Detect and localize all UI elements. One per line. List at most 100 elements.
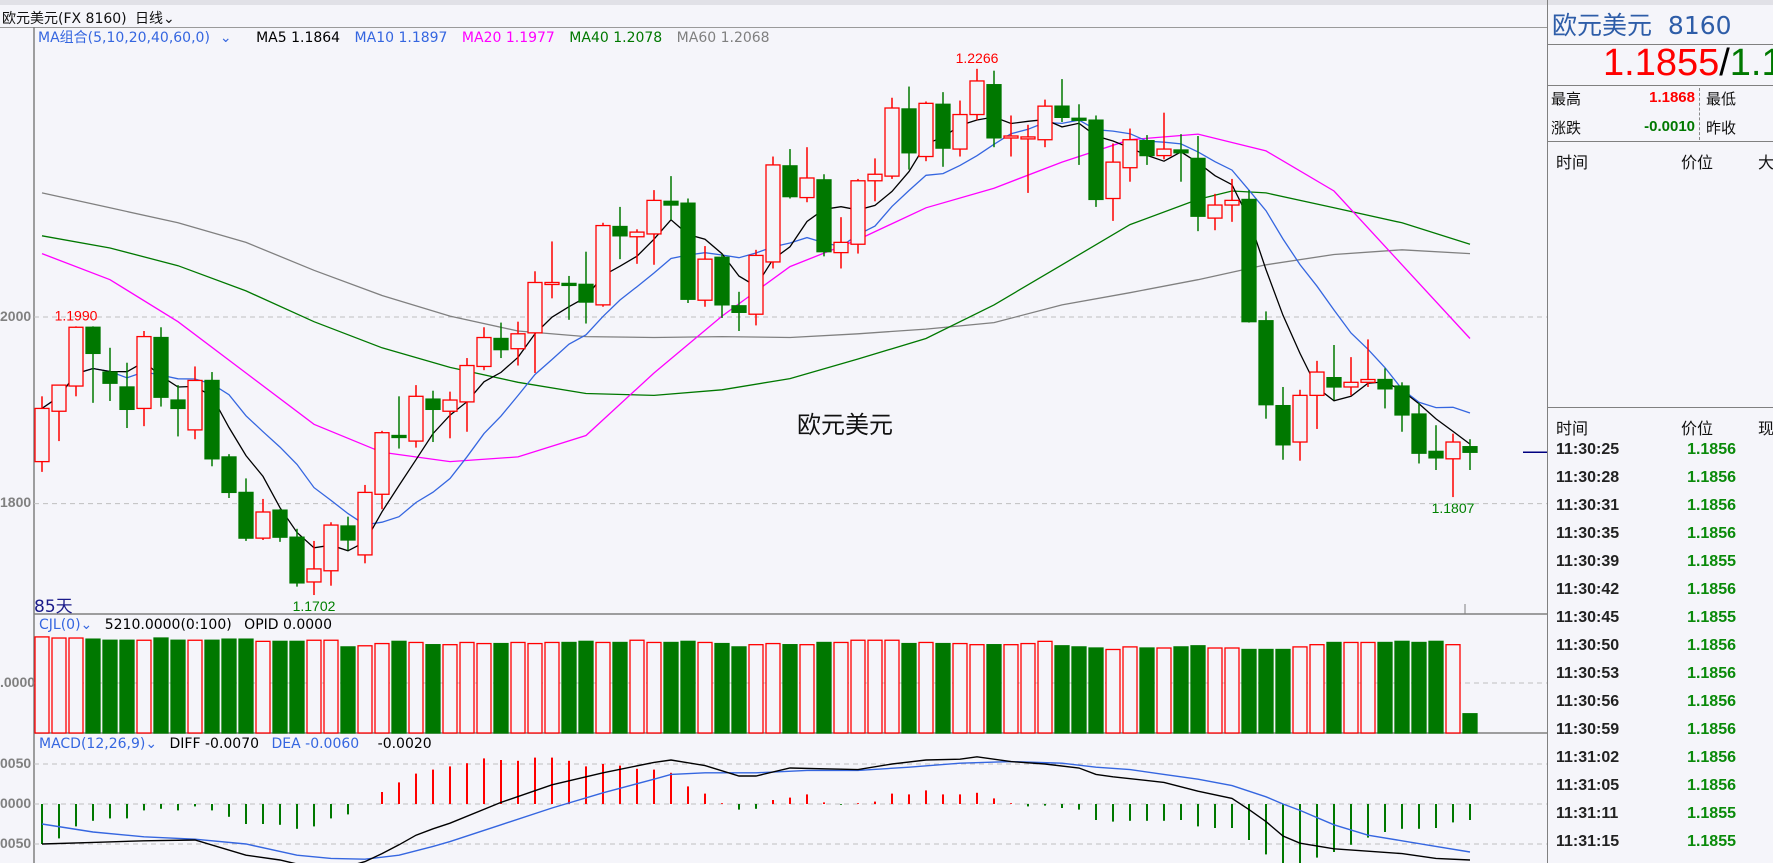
candle-body	[901, 108, 917, 154]
candle-down	[493, 322, 509, 359]
table1-header-large: 大	[1758, 153, 1773, 172]
candle-down	[1411, 402, 1427, 464]
candle-up	[1445, 433, 1461, 498]
candle-up	[1020, 124, 1036, 193]
volume-bar-up	[476, 642, 492, 734]
candle-body	[187, 379, 203, 431]
volume-bar-up	[748, 644, 764, 734]
tick-price: 1.1856	[1687, 721, 1736, 738]
candle-up	[833, 217, 849, 269]
candle-down	[816, 174, 832, 257]
candle-up	[187, 366, 203, 440]
candle-up	[68, 326, 84, 397]
candle-down	[1394, 382, 1410, 432]
volume-bar-down	[1054, 645, 1070, 734]
volume-bar-up	[697, 641, 713, 734]
candle-body	[1445, 441, 1461, 460]
volume-bar-up	[1343, 641, 1359, 734]
volume-bar-down	[1190, 645, 1206, 734]
candle-body	[1411, 413, 1427, 454]
high-price-label: 1.2266	[956, 50, 999, 66]
volume-bar-down	[1428, 640, 1444, 734]
volume-bar-down	[170, 639, 186, 734]
candle-up	[51, 384, 67, 442]
candle-up	[867, 158, 883, 202]
volume-bar-up	[969, 644, 985, 734]
candle-down	[561, 275, 577, 320]
volume-bar-down	[935, 642, 951, 734]
candle-body	[680, 202, 696, 300]
instrument-title: 欧元美元(FX 8160)	[2, 11, 127, 27]
volume-bar-down	[119, 639, 135, 734]
candle-down	[1088, 115, 1104, 207]
candle-body	[357, 491, 373, 556]
volume-bar-up	[918, 641, 934, 734]
volume-bar-up	[510, 641, 526, 734]
candle-body	[136, 335, 152, 410]
candle-body	[289, 536, 305, 584]
volume-bar-up	[1445, 644, 1461, 734]
candle-down	[170, 385, 186, 437]
divider	[1699, 88, 1700, 140]
macd-legend: MACD(12,26,9)⌄ DIFF -0.0070 DEA -0.0060 …	[39, 736, 432, 752]
top-strip	[0, 0, 1773, 5]
candle-up	[1105, 143, 1121, 221]
candle-down	[1377, 368, 1393, 409]
kline-chart[interactable]: 1.1990 1.2266 1.1702 1.1807	[0, 0, 1547, 863]
candle-up	[442, 391, 458, 439]
candle-up	[323, 522, 339, 586]
volume-bar-up	[1003, 644, 1019, 734]
ma-indicator-selector[interactable]: MA组合(5,10,20,40,60,0) ⌄	[38, 30, 242, 46]
period-selector[interactable]: 日线⌄	[135, 8, 175, 28]
candle-down	[612, 206, 628, 260]
candle-body	[170, 399, 186, 410]
volume-bar-down	[561, 641, 577, 734]
volume-bar-down	[1394, 640, 1410, 734]
macd-indicator-selector[interactable]: MACD(12,26,9)⌄	[39, 736, 157, 752]
volume-bar-down	[1071, 646, 1087, 734]
volume-bar-down	[1173, 646, 1189, 734]
tick-time: 11:30:31	[1556, 497, 1620, 514]
candle-body	[340, 525, 356, 541]
volume-value: 5210.0000(0:100)	[104, 617, 232, 633]
candle-body	[833, 241, 849, 254]
low-label: 最低	[1706, 90, 1737, 108]
candle-body	[1462, 446, 1478, 453]
volume-bar-down	[289, 640, 305, 734]
quote-price: 1.1855/1.18	[1603, 42, 1773, 85]
volume-indicator-selector[interactable]: CJL(0)⌄	[39, 617, 92, 633]
candles-layer	[34, 68, 1478, 596]
volume-bar-up	[357, 645, 373, 734]
candle-body	[544, 281, 560, 286]
candle-body	[255, 511, 271, 539]
quote-code: 8160	[1667, 11, 1732, 40]
tick-time: 11:31:05	[1556, 777, 1620, 794]
volume-bar-up	[850, 639, 866, 734]
candle-body	[102, 371, 118, 384]
volume-bar-up	[1156, 647, 1172, 734]
candle-body	[867, 173, 883, 182]
volume-bar-up	[1122, 646, 1138, 734]
ma60-value: MA60 1.2068	[676, 30, 770, 46]
tick-price: 1.1856	[1687, 777, 1736, 794]
candle-body	[1343, 381, 1359, 388]
candle-down	[1428, 425, 1444, 471]
candle-down	[986, 70, 1002, 148]
candle-up	[1122, 128, 1138, 182]
period-label: 日线	[135, 11, 163, 27]
quote-name: 欧元美元	[1552, 11, 1653, 40]
tick-price: 1.1856	[1687, 525, 1736, 542]
chevron-down-icon: ⌄	[145, 736, 158, 752]
candle-body	[1173, 149, 1189, 154]
volume-bar-up	[646, 641, 662, 734]
candle-body	[272, 509, 288, 538]
macd-indicator-label: MACD(12,26,9)	[39, 736, 146, 752]
volume-bar-down	[493, 642, 509, 734]
candle-body	[1377, 378, 1393, 390]
candle-down	[119, 362, 135, 429]
candle-body	[1394, 385, 1410, 416]
volume-bar-down	[238, 638, 254, 734]
candle-body	[306, 568, 322, 583]
candle-body	[1190, 157, 1206, 217]
candle-body	[629, 231, 645, 238]
